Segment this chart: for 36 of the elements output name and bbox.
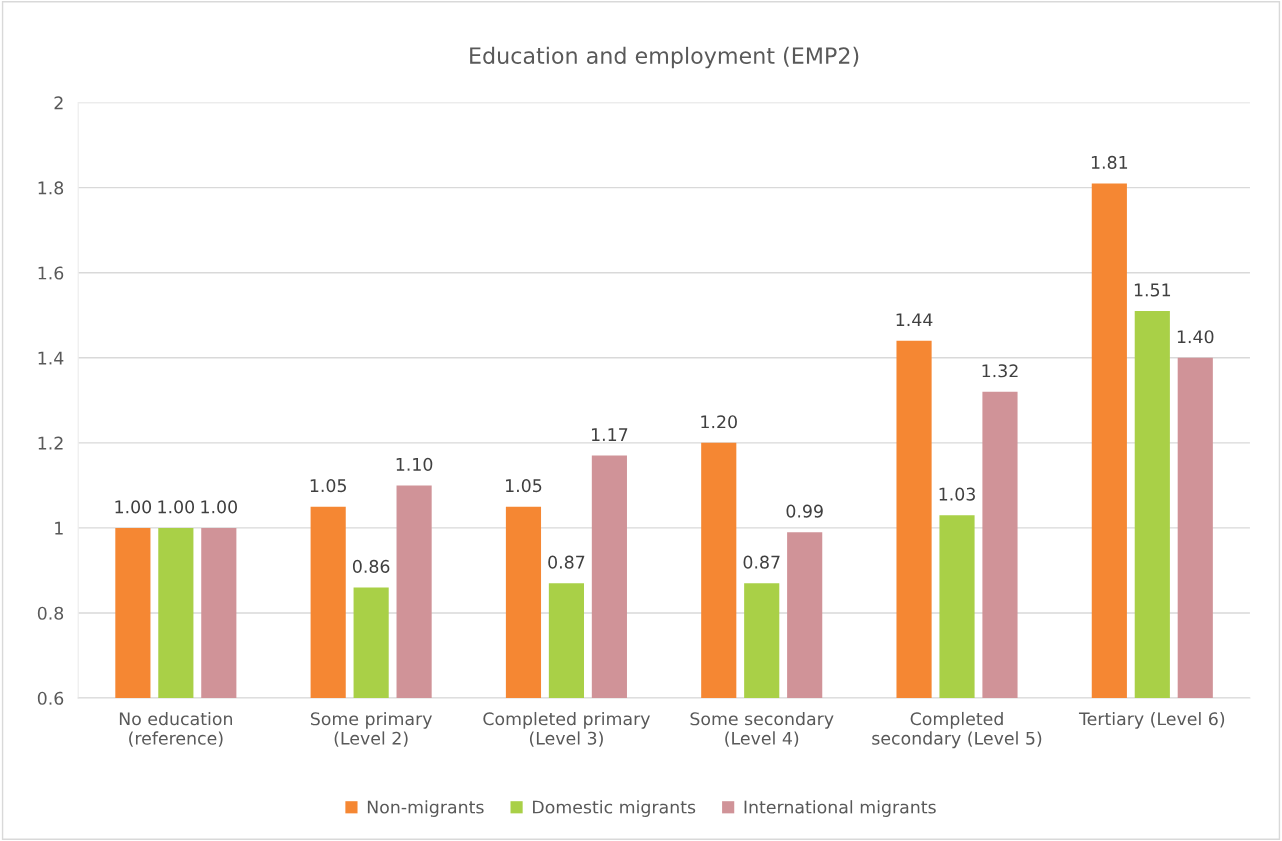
data-label: 1.51 [1134,283,1171,297]
data-label: 1.17 [591,428,628,441]
legend-label: Non-migrants [367,800,484,817]
data-label: 1.20 [701,415,737,429]
data-label: 0.99 [786,504,823,518]
data-label: 0.87 [548,555,585,569]
x-tick-label: No education (reference) [119,711,233,747]
legend-label: Domestic migrants [533,800,696,817]
data-label: 1.00 [115,500,152,514]
x-tick-label: Completed secondary (Level 5) [872,711,1042,749]
x-tick-label: Some secondary (Level 4) [690,711,834,747]
data-label: 1.81 [1091,155,1128,169]
x-tick-label: Some primary (Level 2) [310,711,432,747]
y-tick-label: 0.8 [37,606,64,620]
data-label: 1.00 [201,500,237,514]
y-tick-label: 1.2 [38,436,63,450]
data-label: 1.05 [310,479,346,493]
data-label: 1.00 [158,500,195,514]
y-tick-label: 0.6 [37,691,64,705]
data-label: 1.40 [1177,330,1214,344]
data-label: 1.32 [982,364,1018,378]
data-label: 0.87 [743,555,780,569]
data-label: 0.86 [352,559,390,573]
x-tick-label: Tertiary (Level 6) [1078,711,1225,729]
data-label: 1.44 [896,313,933,327]
data-label: 1.05 [506,479,542,493]
y-tick-label: 1.4 [38,351,64,365]
y-tick-label: 1.8 [38,181,64,195]
y-tick-label: 2 [54,96,63,110]
data-label: 1.03 [939,487,975,501]
y-tick-label: 1.6 [38,266,64,280]
y-tick-label: 1 [55,521,63,535]
data-label: 1.10 [396,457,433,471]
legend-label: International migrants [744,800,936,817]
x-tick-label: Completed primary (Level 3) [483,711,650,747]
chart-title: Education and employment (EMP2) [470,46,859,69]
